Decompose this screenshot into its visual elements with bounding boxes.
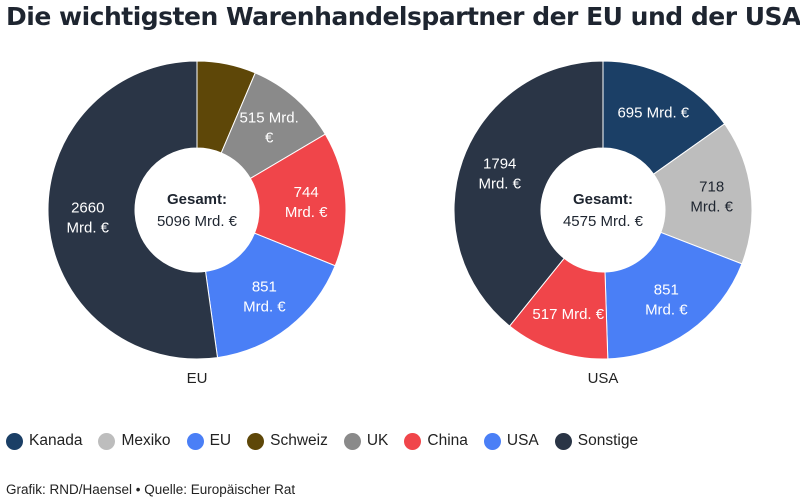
center-total-value: 4575 Mrd. € — [563, 213, 644, 230]
donut-chart-eu: 515 Mrd. €744 Mrd. € 851 Mrd. € 2660 Mrd. € Ges… — [47, 60, 347, 387]
legend-swatch — [98, 432, 116, 450]
legend-label: Sonstige — [577, 432, 639, 449]
donut-hole — [541, 148, 665, 272]
legend-label: Mexiko — [121, 432, 171, 449]
slice-value-label: Mrd. € — [645, 301, 688, 318]
legend-item-kanada: Kanada — [6, 432, 82, 450]
chart-name-label: EU — [187, 370, 208, 387]
legend-item-eu: EU — [186, 432, 232, 450]
legend-item-uk: UK — [343, 432, 389, 450]
slice-value-label: 2660 — [71, 200, 104, 217]
legend-item-china: China — [404, 432, 468, 450]
legend-label: UK — [366, 432, 389, 449]
legend-label: EU — [209, 432, 232, 449]
legend-swatch — [404, 432, 422, 450]
slice-value-label: 744 — [294, 184, 319, 201]
legend-swatch — [483, 432, 501, 450]
center-total-title: Gesamt: — [167, 191, 227, 208]
legend-swatch — [247, 432, 265, 450]
donut-chart-usa: 695 Mrd. € 718 Mrd. € 851 Mrd. € 517 Mrd. € 17… — [453, 60, 753, 387]
slice-value-label: 718 — [699, 179, 724, 196]
slice-value-label: 851 — [252, 278, 277, 295]
legend: Kanada Mexiko EU Schweiz UK China USA So… — [6, 432, 654, 450]
donut-charts: 515 Mrd. €744 Mrd. € 851 Mrd. € 2660 Mrd. € Ges… — [47, 60, 753, 387]
donut-hole — [135, 148, 259, 272]
chart-title: Die wichtigsten Warenhandelspartner der … — [6, 2, 800, 31]
slice-value-label: Mrd. € — [285, 204, 328, 221]
legend-item-schweiz: Schweiz — [247, 432, 328, 450]
legend-label: China — [427, 432, 468, 449]
slice-value-label: Mrd. € — [243, 298, 286, 315]
slice-value-label: Mrd. € — [478, 176, 521, 193]
legend-swatch — [554, 432, 572, 450]
slice-value-label: € — [265, 130, 274, 147]
slice-value-label: 695 Mrd. € — [617, 105, 689, 122]
slice-value-label: 851 — [654, 281, 679, 298]
center-total-value: 5096 Mrd. € — [157, 213, 238, 230]
slice-value-label: 517 Mrd. € — [532, 306, 604, 323]
chart-name-label: USA — [588, 370, 619, 387]
legend-swatch — [186, 432, 204, 450]
legend-label: Kanada — [29, 432, 83, 449]
legend-swatch — [343, 432, 361, 450]
slice-value-label: Mrd. € — [690, 199, 733, 216]
legend-item-mexiko: Mexiko — [98, 432, 171, 450]
center-total-title: Gesamt: — [573, 191, 633, 208]
legend-label: Schweiz — [270, 432, 328, 449]
slice-value-label: 515 Mrd. — [240, 110, 299, 127]
legend-item-usa: USA — [483, 432, 539, 450]
legend-swatch — [6, 432, 23, 450]
slice-value-label: Mrd. € — [67, 220, 110, 237]
slice-value-label: 1794 — [483, 156, 516, 173]
legend-label: USA — [506, 432, 539, 449]
legend-item-sonstige: Sonstige — [554, 432, 639, 450]
source-footer: Grafik: RND/Haensel • Quelle: Europäisch… — [6, 482, 296, 497]
